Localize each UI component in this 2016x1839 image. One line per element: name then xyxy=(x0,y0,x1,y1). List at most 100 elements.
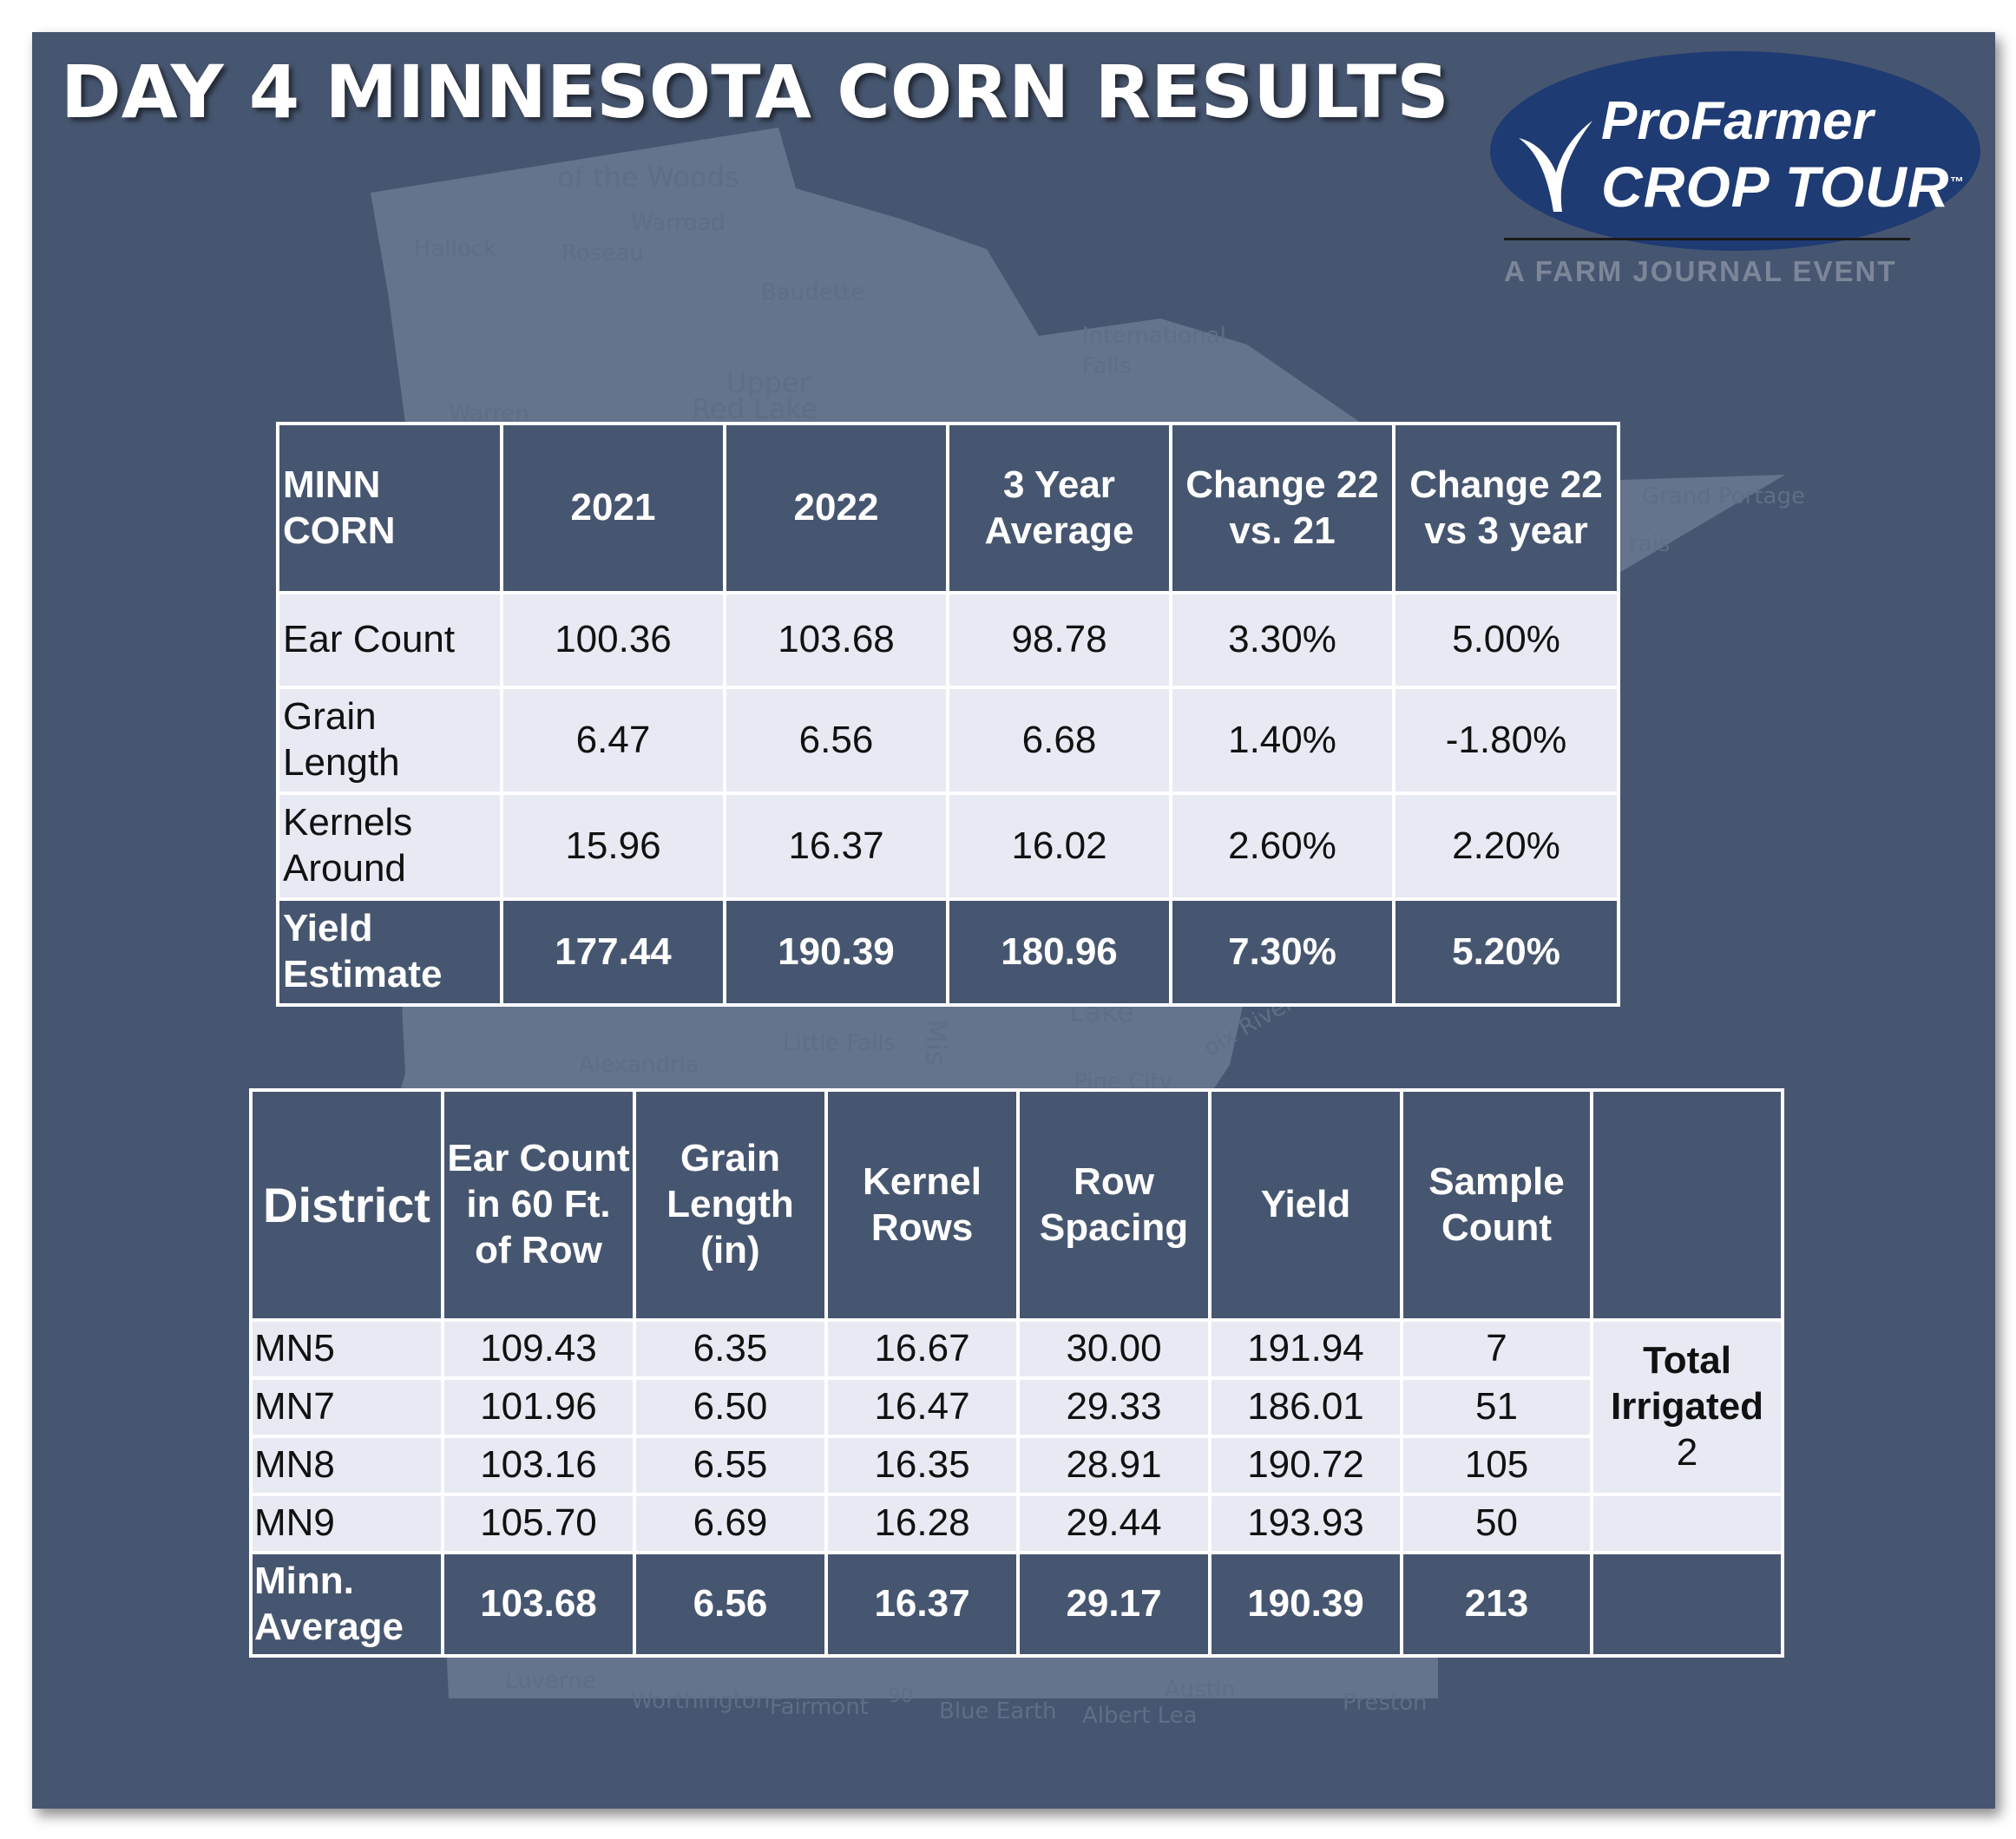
summary-cell: 100.36 xyxy=(500,591,726,689)
district-cell: 105 xyxy=(1400,1435,1593,1496)
map-label-preston: Preston xyxy=(1343,1690,1428,1716)
district-header-kernel-rows: Kernel Rows xyxy=(824,1088,1020,1322)
summary-row-label: Yield Estimate xyxy=(276,897,503,1007)
district-cell: 29.44 xyxy=(1016,1493,1212,1554)
district-cell: 16.67 xyxy=(824,1318,1020,1380)
summary-cell: 6.56 xyxy=(723,686,949,795)
district-header-sample-count: Sample Count xyxy=(1400,1088,1593,1322)
summary-header-change-vs-3yr: Change 22 vs 3 year xyxy=(1392,422,1620,594)
district-average-cell: 29.17 xyxy=(1016,1551,1212,1658)
summary-cell: 5.00% xyxy=(1392,591,1620,689)
summary-row: Grain Length 6.47 6.56 6.68 1.40% -1.80% xyxy=(276,686,1620,795)
summary-cell: 16.02 xyxy=(946,791,1172,901)
page-title: DAY 4 MINNESOTA CORN RESULTS xyxy=(61,49,1449,135)
district-header-district: District xyxy=(249,1088,444,1322)
district-header-row: District Ear Count in 60 Ft. of Row Grain L… xyxy=(249,1088,1784,1322)
district-cell: 16.28 xyxy=(824,1493,1020,1554)
district-average-cell: 6.56 xyxy=(633,1551,828,1658)
logo-tagline: A FARM JOURNAL EVENT xyxy=(1504,255,1897,287)
logo-divider xyxy=(1504,238,1910,240)
district-cell-blank xyxy=(1590,1493,1784,1554)
total-irrigated: Total Irrigated 2 xyxy=(1590,1318,1784,1496)
district-cell: 103.16 xyxy=(441,1435,636,1496)
summary-cell: 7.30% xyxy=(1169,897,1395,1007)
district-cell: 29.33 xyxy=(1016,1376,1212,1438)
map-label-marais: rais xyxy=(1629,531,1671,557)
summary-cell: 3.30% xyxy=(1169,591,1395,689)
summary-row-yield: Yield Estimate 177.44 190.39 180.96 7.30%… xyxy=(276,897,1620,1007)
district-cell: 191.94 xyxy=(1208,1318,1403,1380)
map-label-mis: Mis xyxy=(919,1019,953,1066)
summary-cell: 103.68 xyxy=(723,591,949,689)
map-label-austin: Austin xyxy=(1165,1677,1236,1703)
district-cell: 6.50 xyxy=(633,1376,828,1438)
district-header-blank xyxy=(1590,1088,1784,1322)
summary-cell: 190.39 xyxy=(723,897,949,1007)
map-label-luverne: Luverne xyxy=(505,1668,596,1694)
map-label-upper: Upper xyxy=(726,366,811,399)
map-label-albert-lea: Albert Lea xyxy=(1082,1703,1198,1729)
district-table: District Ear Count in 60 Ft. of Row Grain L… xyxy=(249,1088,1784,1658)
district-header-grain-length: Grain Length (in) xyxy=(633,1088,828,1322)
district-average-cell: 16.37 xyxy=(824,1551,1020,1658)
summary-cell: -1.80% xyxy=(1392,686,1620,795)
map-label-roseau: Roseau xyxy=(561,240,644,266)
summary-cell: 2.20% xyxy=(1392,791,1620,901)
summary-row-label: Ear Count xyxy=(276,591,503,689)
district-cell: 6.55 xyxy=(633,1435,828,1496)
summary-row-label: Grain Length xyxy=(276,686,503,795)
district-cell: 6.35 xyxy=(633,1318,828,1380)
summary-cell: 180.96 xyxy=(946,897,1172,1007)
pro-farmer-logo: ProFarmer CROP TOUR™ xyxy=(1490,51,1980,251)
logo-line-2: CROP TOUR™ xyxy=(1601,154,1965,219)
slide: of the Woods Warroad Hallock Roseau Baud… xyxy=(32,32,1995,1809)
district-cell: 6.69 xyxy=(633,1493,828,1554)
district-cell: 16.35 xyxy=(824,1435,1020,1496)
map-label-alexandria: Alexandria xyxy=(579,1052,699,1078)
district-cell: 190.72 xyxy=(1208,1435,1403,1496)
district-cell: 30.00 xyxy=(1016,1318,1212,1380)
district-row: MN5 109.43 6.35 16.67 30.00 191.94 7 Tot… xyxy=(249,1318,1784,1496)
map-label-i90: 90 xyxy=(889,1685,913,1707)
district-cell-name: MN9 xyxy=(249,1493,444,1554)
district-cell: 186.01 xyxy=(1208,1376,1403,1438)
summary-cell: 16.37 xyxy=(723,791,949,901)
summary-header-label: MINN CORN xyxy=(276,422,503,594)
district-row: MN9 105.70 6.69 16.28 29.44 193.93 50 xyxy=(249,1493,1784,1554)
map-label-woods: of the Woods xyxy=(557,161,739,194)
district-average-cell: 190.39 xyxy=(1208,1551,1403,1658)
map-label-grand-portage: Grand Portage xyxy=(1642,483,1805,509)
summary-row: Kernels Around 15.96 16.37 16.02 2.60% 2.… xyxy=(276,791,1620,901)
district-cell: 109.43 xyxy=(441,1318,636,1380)
district-header-yield: Yield xyxy=(1208,1088,1403,1322)
summary-cell: 2.60% xyxy=(1169,791,1395,901)
summary-cell: 98.78 xyxy=(946,591,1172,689)
district-header-row-spacing: Row Spacing xyxy=(1016,1088,1212,1322)
summary-header-2021: 2021 xyxy=(500,422,726,594)
map-label-international: International xyxy=(1082,323,1226,349)
district-row: MN7 101.96 6.50 16.47 29.33 186.01 51 xyxy=(249,1376,1783,1438)
district-average-cell: 213 xyxy=(1400,1551,1593,1658)
summary-cell: 6.47 xyxy=(500,686,726,795)
map-label-hallock: Hallock xyxy=(414,236,497,262)
district-header-ear-count: Ear Count in 60 Ft. of Row xyxy=(441,1088,636,1322)
summary-cell: 15.96 xyxy=(500,791,726,901)
district-average-row: Minn. Average 103.68 6.56 16.37 29.17 190… xyxy=(249,1551,1784,1658)
summary-header-change-vs-21: Change 22 vs. 21 xyxy=(1169,422,1395,594)
district-cell-name: MN8 xyxy=(249,1435,444,1496)
district-cell: 7 xyxy=(1400,1318,1593,1380)
map-label-little-falls: Little Falls xyxy=(783,1030,896,1056)
district-cell: 105.70 xyxy=(441,1493,636,1554)
map-label-falls: Falls xyxy=(1082,353,1132,379)
summary-header-3yr-avg: 3 Year Average xyxy=(946,422,1172,594)
district-cell: 50 xyxy=(1400,1493,1593,1554)
district-average-cell: 103.68 xyxy=(441,1551,636,1658)
logo-line-1: ProFarmer xyxy=(1601,91,1874,151)
summary-header-row: MINN CORN 2021 2022 3 Year Average Change … xyxy=(276,422,1620,594)
summary-cell: 1.40% xyxy=(1169,686,1395,795)
district-cell: 28.91 xyxy=(1016,1435,1212,1496)
district-row: MN8 103.16 6.55 16.35 28.91 190.72 105 xyxy=(249,1435,1783,1496)
district-cell: 193.93 xyxy=(1208,1493,1403,1554)
summary-cell: 6.68 xyxy=(946,686,1172,795)
summary-cell: 177.44 xyxy=(500,897,726,1007)
